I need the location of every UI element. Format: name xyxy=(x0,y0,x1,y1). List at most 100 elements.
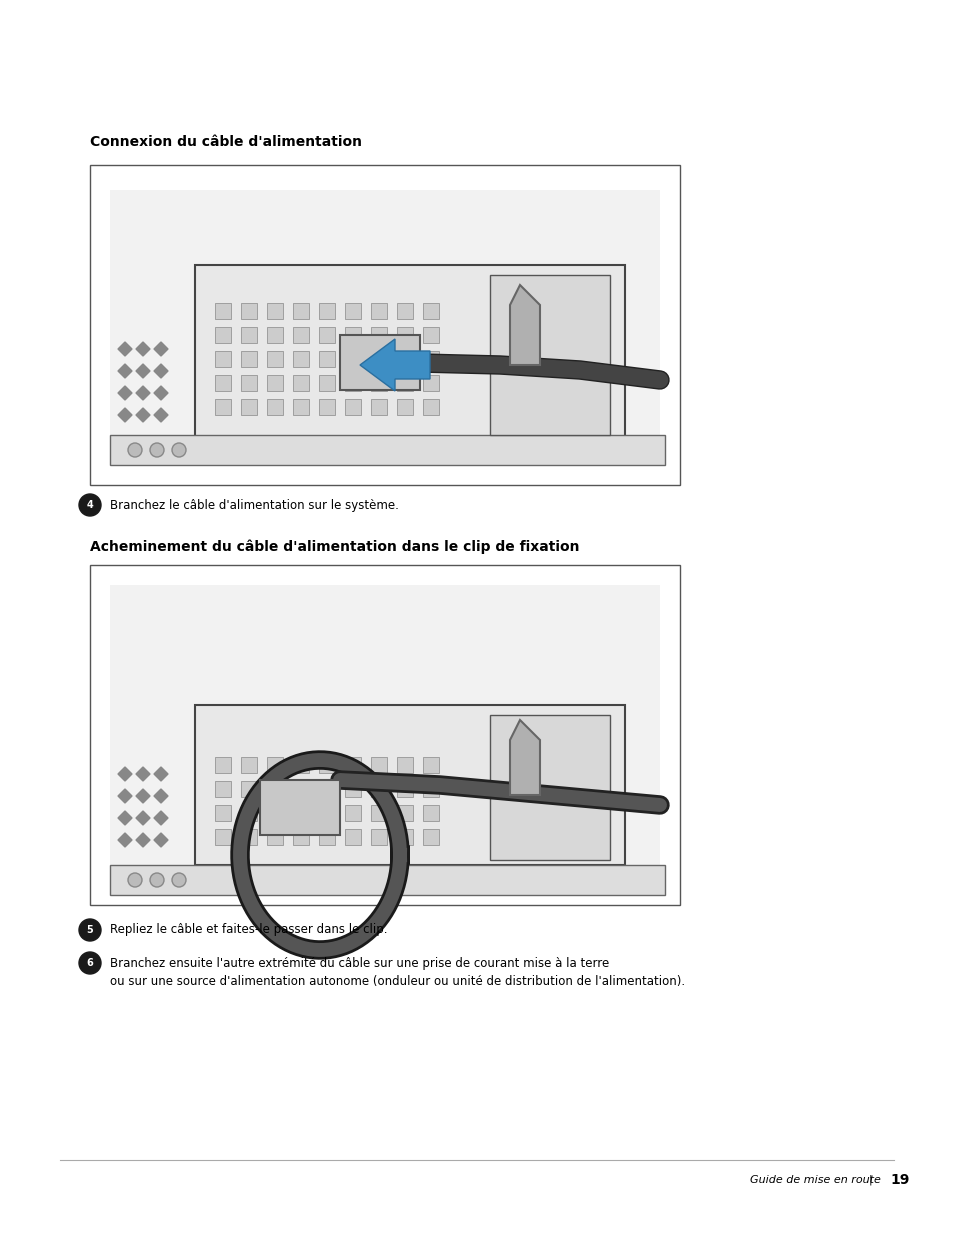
Circle shape xyxy=(128,873,142,887)
Polygon shape xyxy=(136,408,150,422)
Bar xyxy=(345,327,360,343)
Bar xyxy=(293,805,309,821)
Text: Branchez ensuite l'autre extrémité du câble sur une prise de courant mise à la t: Branchez ensuite l'autre extrémité du câ… xyxy=(110,956,609,969)
FancyBboxPatch shape xyxy=(110,190,659,454)
Bar xyxy=(293,351,309,367)
Bar xyxy=(241,781,256,797)
Polygon shape xyxy=(136,767,150,781)
Bar xyxy=(318,399,335,415)
Bar xyxy=(241,327,256,343)
Text: 19: 19 xyxy=(889,1173,908,1187)
Bar xyxy=(293,375,309,391)
Bar xyxy=(318,781,335,797)
Text: |: | xyxy=(867,1174,871,1186)
Bar xyxy=(214,351,231,367)
Circle shape xyxy=(150,873,164,887)
Bar xyxy=(345,829,360,845)
Text: Acheminement du câble d'alimentation dans le clip de fixation: Acheminement du câble d'alimentation dan… xyxy=(90,540,578,555)
Polygon shape xyxy=(136,811,150,825)
Bar xyxy=(371,399,387,415)
Bar xyxy=(241,829,256,845)
Bar xyxy=(396,781,413,797)
Polygon shape xyxy=(136,832,150,847)
Bar xyxy=(214,303,231,319)
FancyArrow shape xyxy=(359,338,430,391)
Text: 5: 5 xyxy=(87,925,93,935)
Bar xyxy=(345,351,360,367)
Circle shape xyxy=(172,443,186,457)
Bar xyxy=(371,303,387,319)
Bar xyxy=(267,351,283,367)
Bar xyxy=(422,805,438,821)
Bar xyxy=(241,351,256,367)
FancyBboxPatch shape xyxy=(90,564,679,905)
Polygon shape xyxy=(118,387,132,400)
Bar xyxy=(293,327,309,343)
Polygon shape xyxy=(153,408,168,422)
FancyBboxPatch shape xyxy=(490,275,609,435)
Bar xyxy=(345,303,360,319)
Bar xyxy=(293,757,309,773)
Bar xyxy=(318,829,335,845)
Bar xyxy=(371,351,387,367)
FancyBboxPatch shape xyxy=(339,335,419,390)
Bar xyxy=(267,303,283,319)
Bar xyxy=(214,399,231,415)
Polygon shape xyxy=(136,342,150,356)
Bar xyxy=(241,805,256,821)
FancyBboxPatch shape xyxy=(490,715,609,860)
Text: 6: 6 xyxy=(87,958,93,968)
Polygon shape xyxy=(118,364,132,378)
Circle shape xyxy=(79,494,101,516)
Bar xyxy=(214,805,231,821)
Text: Guide de mise en route: Guide de mise en route xyxy=(749,1174,880,1186)
Bar xyxy=(345,375,360,391)
Bar xyxy=(267,805,283,821)
Bar xyxy=(371,781,387,797)
Polygon shape xyxy=(153,789,168,803)
Polygon shape xyxy=(118,408,132,422)
FancyBboxPatch shape xyxy=(90,165,679,485)
Bar xyxy=(241,375,256,391)
Bar xyxy=(318,327,335,343)
Bar xyxy=(318,375,335,391)
Bar xyxy=(345,399,360,415)
Bar xyxy=(396,375,413,391)
Bar xyxy=(293,303,309,319)
Bar xyxy=(371,327,387,343)
Bar xyxy=(214,829,231,845)
Polygon shape xyxy=(153,342,168,356)
Bar xyxy=(214,327,231,343)
Bar xyxy=(241,757,256,773)
Bar xyxy=(267,757,283,773)
Polygon shape xyxy=(153,767,168,781)
FancyBboxPatch shape xyxy=(110,585,659,885)
Polygon shape xyxy=(153,811,168,825)
Polygon shape xyxy=(118,832,132,847)
Bar xyxy=(318,351,335,367)
FancyBboxPatch shape xyxy=(110,864,664,895)
Text: ou sur une source d'alimentation autonome (onduleur ou unité de distribution de : ou sur une source d'alimentation autonom… xyxy=(110,974,684,988)
Bar xyxy=(371,829,387,845)
Polygon shape xyxy=(118,789,132,803)
Bar xyxy=(214,375,231,391)
Bar xyxy=(293,781,309,797)
Text: 4: 4 xyxy=(87,500,93,510)
Bar xyxy=(267,829,283,845)
Bar xyxy=(422,375,438,391)
Bar xyxy=(396,805,413,821)
Bar xyxy=(396,399,413,415)
Polygon shape xyxy=(136,364,150,378)
Polygon shape xyxy=(153,832,168,847)
Polygon shape xyxy=(153,364,168,378)
Polygon shape xyxy=(153,387,168,400)
Bar xyxy=(345,805,360,821)
Polygon shape xyxy=(118,342,132,356)
Bar xyxy=(214,757,231,773)
Bar xyxy=(422,757,438,773)
Bar xyxy=(371,757,387,773)
Bar xyxy=(396,757,413,773)
Bar xyxy=(241,303,256,319)
Polygon shape xyxy=(118,811,132,825)
Bar xyxy=(318,805,335,821)
